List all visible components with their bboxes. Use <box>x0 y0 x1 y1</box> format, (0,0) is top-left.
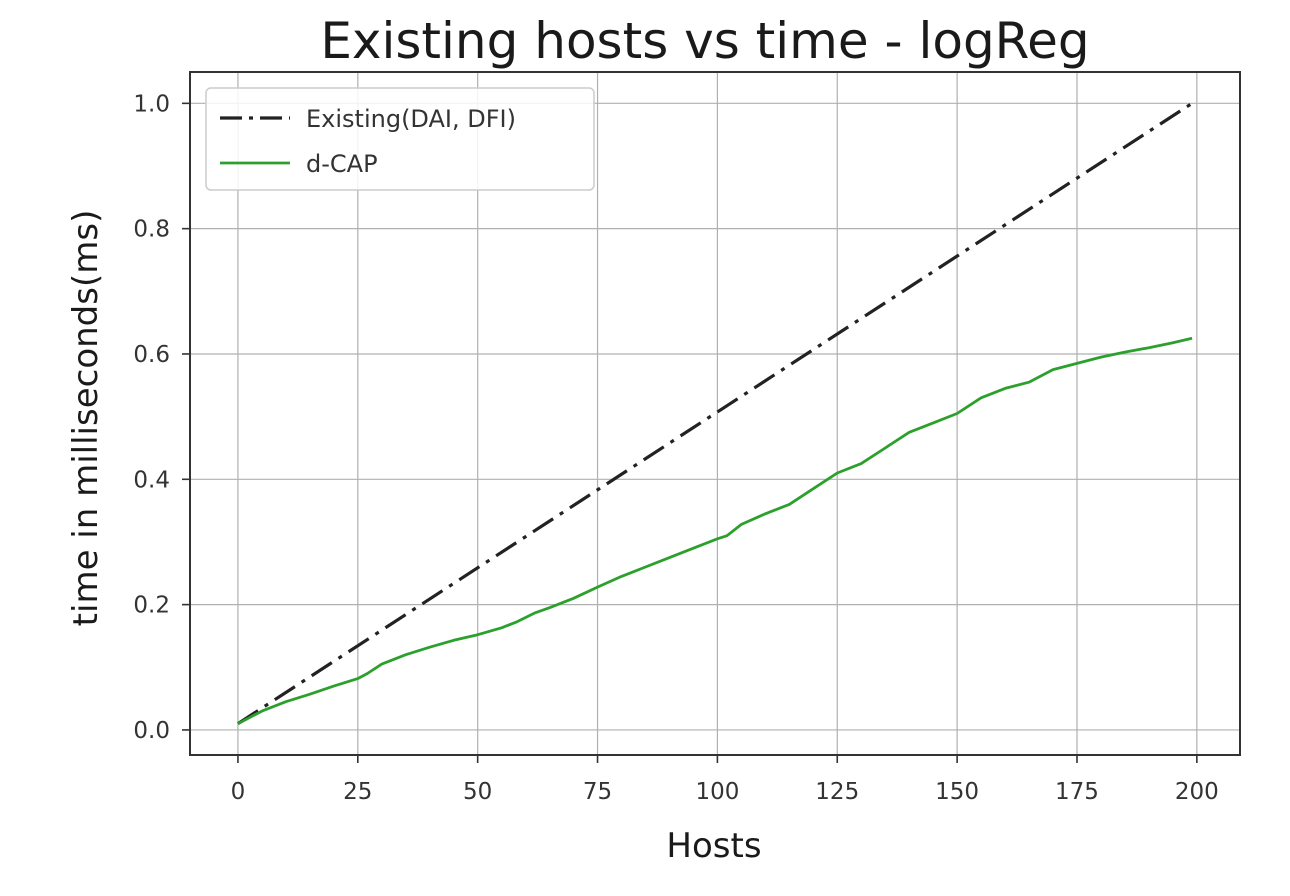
x-tick-label: 100 <box>695 779 739 805</box>
series-line-d-cap <box>237 336 1193 725</box>
x-axis-label: Hosts <box>666 826 761 866</box>
y-tick-label: 0.4 <box>133 467 170 493</box>
x-tick-label: 75 <box>583 779 612 805</box>
plot-frame <box>189 71 1241 756</box>
y-tick-label: 0.6 <box>133 342 170 368</box>
x-tick-label: 50 <box>463 779 492 805</box>
x-tick-label: 25 <box>343 779 372 805</box>
x-tick-label: 125 <box>815 779 859 805</box>
y-axis-label: time in milliseconds(ms) <box>66 210 106 627</box>
x-tick-label: 175 <box>1055 779 1099 805</box>
y-tick-label: 1.0 <box>133 91 170 117</box>
grid-layer <box>190 72 1240 755</box>
legend: Existing(DAI, DFI) d-CAP <box>205 87 595 191</box>
legend-label-existing: Existing(DAI, DFI) <box>306 105 516 133</box>
x-tick-label: 0 <box>231 779 246 805</box>
y-tick-label: 0.2 <box>133 593 170 619</box>
tick-layer: 0 25 50 75 100 125 150 175 200 0.0 0.2 0.4 0.6 0.8 1.0 <box>133 91 1218 805</box>
legend-label-d-cap: d-CAP <box>306 150 378 178</box>
y-tick-label: 0.0 <box>133 718 170 744</box>
series-layer <box>237 101 1193 726</box>
y-tick-label: 0.8 <box>133 217 170 243</box>
chart-title: Existing hosts vs time - logReg <box>320 12 1089 70</box>
x-tick-label: 150 <box>935 779 979 805</box>
legend-frame <box>205 87 595 191</box>
x-tick-label: 200 <box>1175 779 1219 805</box>
series-line-existing <box>237 101 1193 726</box>
